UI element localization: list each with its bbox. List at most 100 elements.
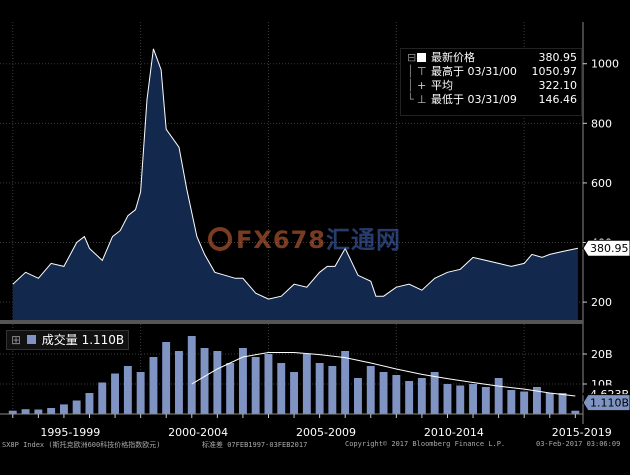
legend-row-low: └ ⊥ 最低于 03/31/09 146.46 <box>401 93 581 107</box>
volume-bar <box>251 357 260 414</box>
volume-bar <box>315 363 324 414</box>
legend-swatch-latest <box>417 53 426 62</box>
x-tick-label: 2010-2014 <box>424 426 484 439</box>
volume-bar <box>34 409 43 414</box>
legend-label: 最高于 03/31/00 <box>431 65 517 78</box>
volume-bar <box>456 385 465 414</box>
volume-bar <box>98 382 107 414</box>
tree-connector-icon: └ <box>407 93 414 106</box>
volume-bar <box>533 387 541 414</box>
high-marker-icon: ⊤ <box>417 65 427 78</box>
volume-bar <box>481 387 490 414</box>
collapse-icon[interactable]: ⊟ <box>407 51 417 64</box>
legend-label: 最低于 03/31/09 <box>431 93 517 106</box>
price-line <box>12 48 579 300</box>
price-tick-label: 1000 <box>591 58 619 71</box>
footer-range: 标准差 07FEB1997-03FEB2017 <box>202 441 308 449</box>
volume-bar <box>558 393 567 414</box>
price-last-tag-bg <box>582 239 630 257</box>
volume-bar <box>187 336 196 414</box>
volume-tick-label: 20B <box>591 348 613 361</box>
watermark-logo: FX678汇通网 <box>208 220 401 255</box>
legend-value: 322.10 <box>538 79 578 92</box>
volume-bar <box>200 348 209 414</box>
legend-value: 1050.97 <box>531 65 578 78</box>
volume-bar <box>520 391 529 414</box>
volume-bar <box>149 357 158 414</box>
price-tick-label: 600 <box>591 177 612 190</box>
watermark-latin: FX678 <box>236 226 326 254</box>
volume-bar <box>162 342 171 414</box>
volume-bar <box>443 384 452 414</box>
volume-bar <box>8 410 17 414</box>
x-tick-label: 2000-2004 <box>168 426 228 439</box>
low-marker-icon: ⊥ <box>417 93 427 106</box>
legend-label: 最新价格 <box>431 51 475 64</box>
volume-panel-label: ⊞ 成交量 1.110B <box>6 330 130 350</box>
volume-bar <box>111 373 119 414</box>
legend-label: 平均 <box>431 79 453 92</box>
volume-bar <box>469 384 477 414</box>
legend-row-high: │ ⊤ 最高于 03/31/00 1050.97 <box>401 65 581 79</box>
volume-average-line <box>191 352 576 397</box>
volume-bar <box>430 372 439 414</box>
volume-bar <box>277 363 286 414</box>
volume-bar <box>392 375 401 414</box>
volume-bar <box>47 408 56 414</box>
volume-bar <box>494 378 503 414</box>
volume-bar <box>354 378 362 414</box>
legend-row-average: │ + 平均 322.10 <box>401 79 581 93</box>
volume-title: 成交量 <box>41 333 78 347</box>
average-marker-icon: + <box>417 79 427 92</box>
volume-bar <box>302 354 311 414</box>
value-tags: 380.954.623B1.110B <box>582 239 630 412</box>
volume-bar <box>239 348 247 414</box>
chart-footer: SX8P Index (斯托克欧洲600科技价格指数欧元) 标准差 07FEB1… <box>0 440 630 452</box>
volume-bar <box>72 400 81 414</box>
axis-ticks: 200400600800100010B20B1995-19992000-2004… <box>12 58 619 439</box>
volume-bar <box>21 409 30 414</box>
volume-bar <box>328 366 337 414</box>
volume-bar <box>405 381 414 414</box>
panel-separator <box>0 320 583 324</box>
price-tick-label: 200 <box>591 296 612 309</box>
axes <box>0 22 584 424</box>
volume-last-tag-text: 1.110B <box>590 397 629 410</box>
price-area <box>12 48 579 321</box>
volume-bar <box>136 372 145 414</box>
volume-bar <box>213 351 222 414</box>
price-legend: ⊟ 最新价格 380.95 │ ⊤ 最高于 03/31/00 1050.97 │… <box>400 48 582 116</box>
volume-bar <box>264 354 273 414</box>
volume-bar <box>290 372 298 414</box>
volume-bar <box>175 351 183 414</box>
footer-date: 03-Feb-2017 03:06:09 <box>536 440 621 448</box>
volume-average-path <box>191 352 576 397</box>
volume-bars <box>8 336 580 414</box>
expand-icon[interactable]: ⊞ <box>11 333 22 347</box>
x-tick-label: 2015-2019 <box>552 426 612 439</box>
volume-bar <box>366 366 375 414</box>
volume-bar <box>417 378 426 414</box>
legend-value: 380.95 <box>538 51 578 64</box>
volume-bar <box>341 351 350 414</box>
fx678-logo-icon <box>208 227 232 251</box>
x-tick-label: 1995-1999 <box>40 426 100 439</box>
volume-bar <box>60 404 68 414</box>
volume-bar <box>571 410 580 414</box>
volume-bar <box>85 393 94 414</box>
legend-value: 146.46 <box>538 93 578 106</box>
volume-bar <box>507 390 516 414</box>
volume-bar <box>226 363 235 414</box>
tree-connector-icon: │ <box>407 79 414 92</box>
x-tick-label: 2005-2009 <box>296 426 356 439</box>
volume-bar <box>545 393 554 414</box>
volume-swatch <box>26 335 36 344</box>
legend-row-latest: ⊟ 最新价格 380.95 <box>401 51 581 65</box>
footer-copyright: Copyright© 2017 Bloomberg Finance L.P. <box>345 440 506 448</box>
volume-bar <box>379 372 388 414</box>
price-tick-label: 800 <box>591 117 612 130</box>
volume-last-tag-bg <box>582 394 630 412</box>
volume-bar <box>123 366 132 414</box>
tree-connector-icon: │ <box>407 65 414 78</box>
